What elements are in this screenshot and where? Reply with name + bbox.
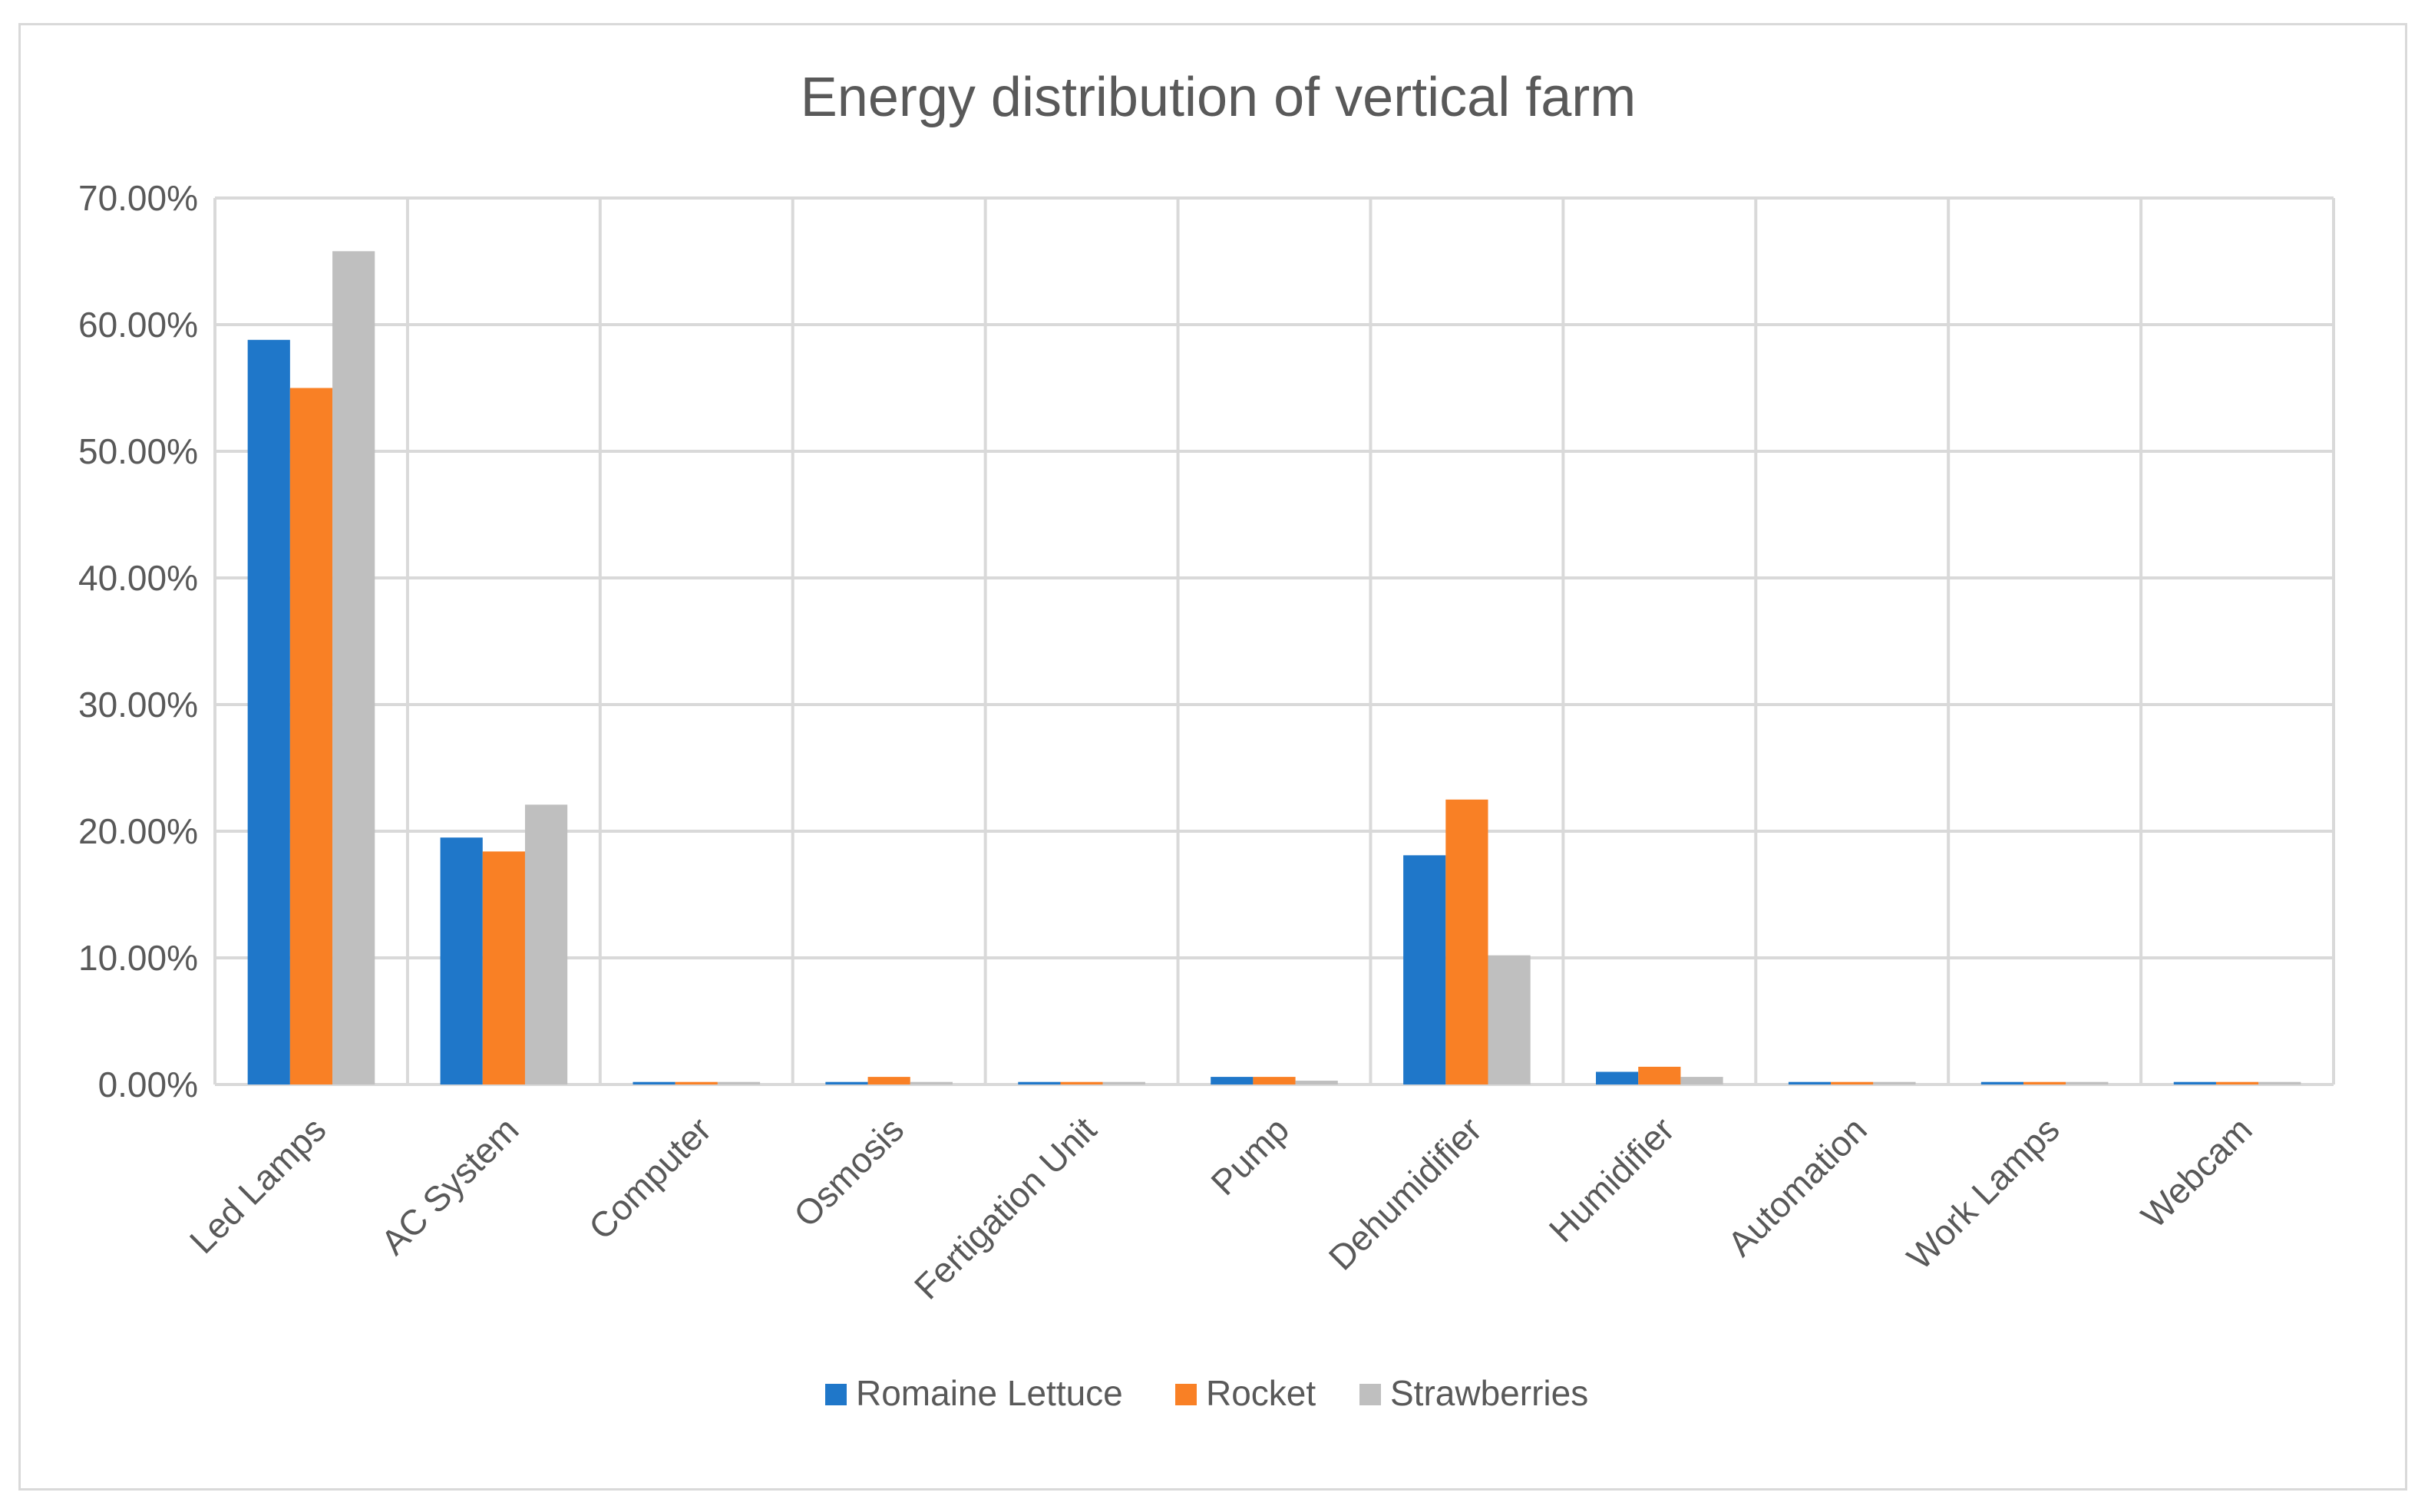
bar-rocket [289, 388, 333, 1084]
bars [247, 251, 2301, 1084]
legend-swatch [825, 1384, 847, 1405]
y-tick-label: 10.00% [78, 938, 198, 978]
y-tick-label: 60.00% [78, 305, 198, 345]
legend-label: Romaine Lettuce [856, 1373, 1123, 1413]
y-tick-label: 70.00% [78, 178, 198, 218]
bar-romaine-lettuce [440, 837, 483, 1084]
bar-strawberries [1873, 1081, 1916, 1084]
bar-romaine-lettuce [2173, 1081, 2216, 1084]
y-tick-label: 50.00% [78, 431, 198, 471]
bar-strawberries [1680, 1077, 1723, 1084]
chart-frame: Energy distribution of vertical farm 0.0… [18, 23, 2407, 1491]
bar-romaine-lettuce [1596, 1071, 1639, 1084]
bar-strawberries [2066, 1081, 2109, 1084]
bar-romaine-lettuce [1980, 1081, 2024, 1084]
bar-romaine-lettuce [1018, 1081, 1061, 1084]
bar-rocket [1831, 1081, 1874, 1084]
bar-romaine-lettuce [1211, 1077, 1254, 1084]
x-category-label: Fertigation Unit [907, 1109, 1104, 1306]
x-category-label: Computer [581, 1109, 719, 1247]
x-category-label: AC System [373, 1109, 526, 1262]
x-category-label: Humidifier [1541, 1109, 1682, 1250]
y-tick-label: 0.00% [98, 1065, 198, 1104]
x-axis-category-labels: Led Lamps AC System Computer OsmosisFertiga… [182, 1109, 2260, 1306]
x-category-label: Pump [1203, 1109, 1297, 1203]
bar-strawberries [1488, 955, 1531, 1084]
x-category-label: Led Lamps [182, 1109, 334, 1261]
legend: Romaine Lettuce Rocket Strawberries [825, 1373, 1588, 1413]
bar-strawberries [717, 1081, 761, 1084]
y-tick-label: 40.00% [78, 558, 198, 598]
bar-rocket [2023, 1081, 2066, 1084]
x-category-label: Webcam [2133, 1109, 2260, 1236]
bar-romaine-lettuce [1788, 1081, 1832, 1084]
bar-romaine-lettuce [633, 1081, 676, 1084]
y-axis-tick-labels: 0.00% 10.00% 20.00% 30.00% 40.00% 50.00% 60.00… [78, 178, 198, 1104]
x-category-label: Dehumidifier [1321, 1109, 1489, 1277]
bar-romaine-lettuce [1403, 855, 1446, 1084]
legend-label: Rocket [1206, 1373, 1316, 1413]
bar-strawberries [332, 251, 375, 1084]
legend-label: Strawberries [1390, 1373, 1588, 1413]
bar-strawberries [1102, 1081, 1145, 1084]
x-category-label: Osmosis [786, 1109, 911, 1234]
chart-title: Energy distribution of vertical farm [801, 67, 1636, 128]
bar-strawberries [524, 804, 568, 1084]
bar-rocket [675, 1081, 718, 1084]
y-tick-label: 20.00% [78, 811, 198, 851]
bar-strawberries [1295, 1081, 1338, 1084]
bar-rocket [2215, 1081, 2259, 1084]
bar-rocket [482, 851, 525, 1084]
bar-strawberries [2258, 1081, 2301, 1084]
bar-strawberries [910, 1081, 953, 1084]
bar-romaine-lettuce [825, 1081, 868, 1084]
x-category-label: Work Lamps [1899, 1109, 2067, 1277]
bar-rocket [1638, 1066, 1681, 1084]
chart-svg: Energy distribution of vertical farm 0.0… [78, 67, 2335, 1413]
y-tick-label: 30.00% [78, 685, 198, 725]
bar-rocket [867, 1077, 910, 1084]
x-category-label: Automation [1719, 1109, 1874, 1263]
legend-swatch [1359, 1384, 1381, 1405]
bar-rocket [1253, 1077, 1296, 1084]
bar-rocket [1060, 1081, 1103, 1084]
bar-rocket [1445, 799, 1488, 1084]
gridlines [213, 196, 2335, 1086]
bar-romaine-lettuce [247, 339, 290, 1084]
legend-swatch [1175, 1384, 1197, 1405]
